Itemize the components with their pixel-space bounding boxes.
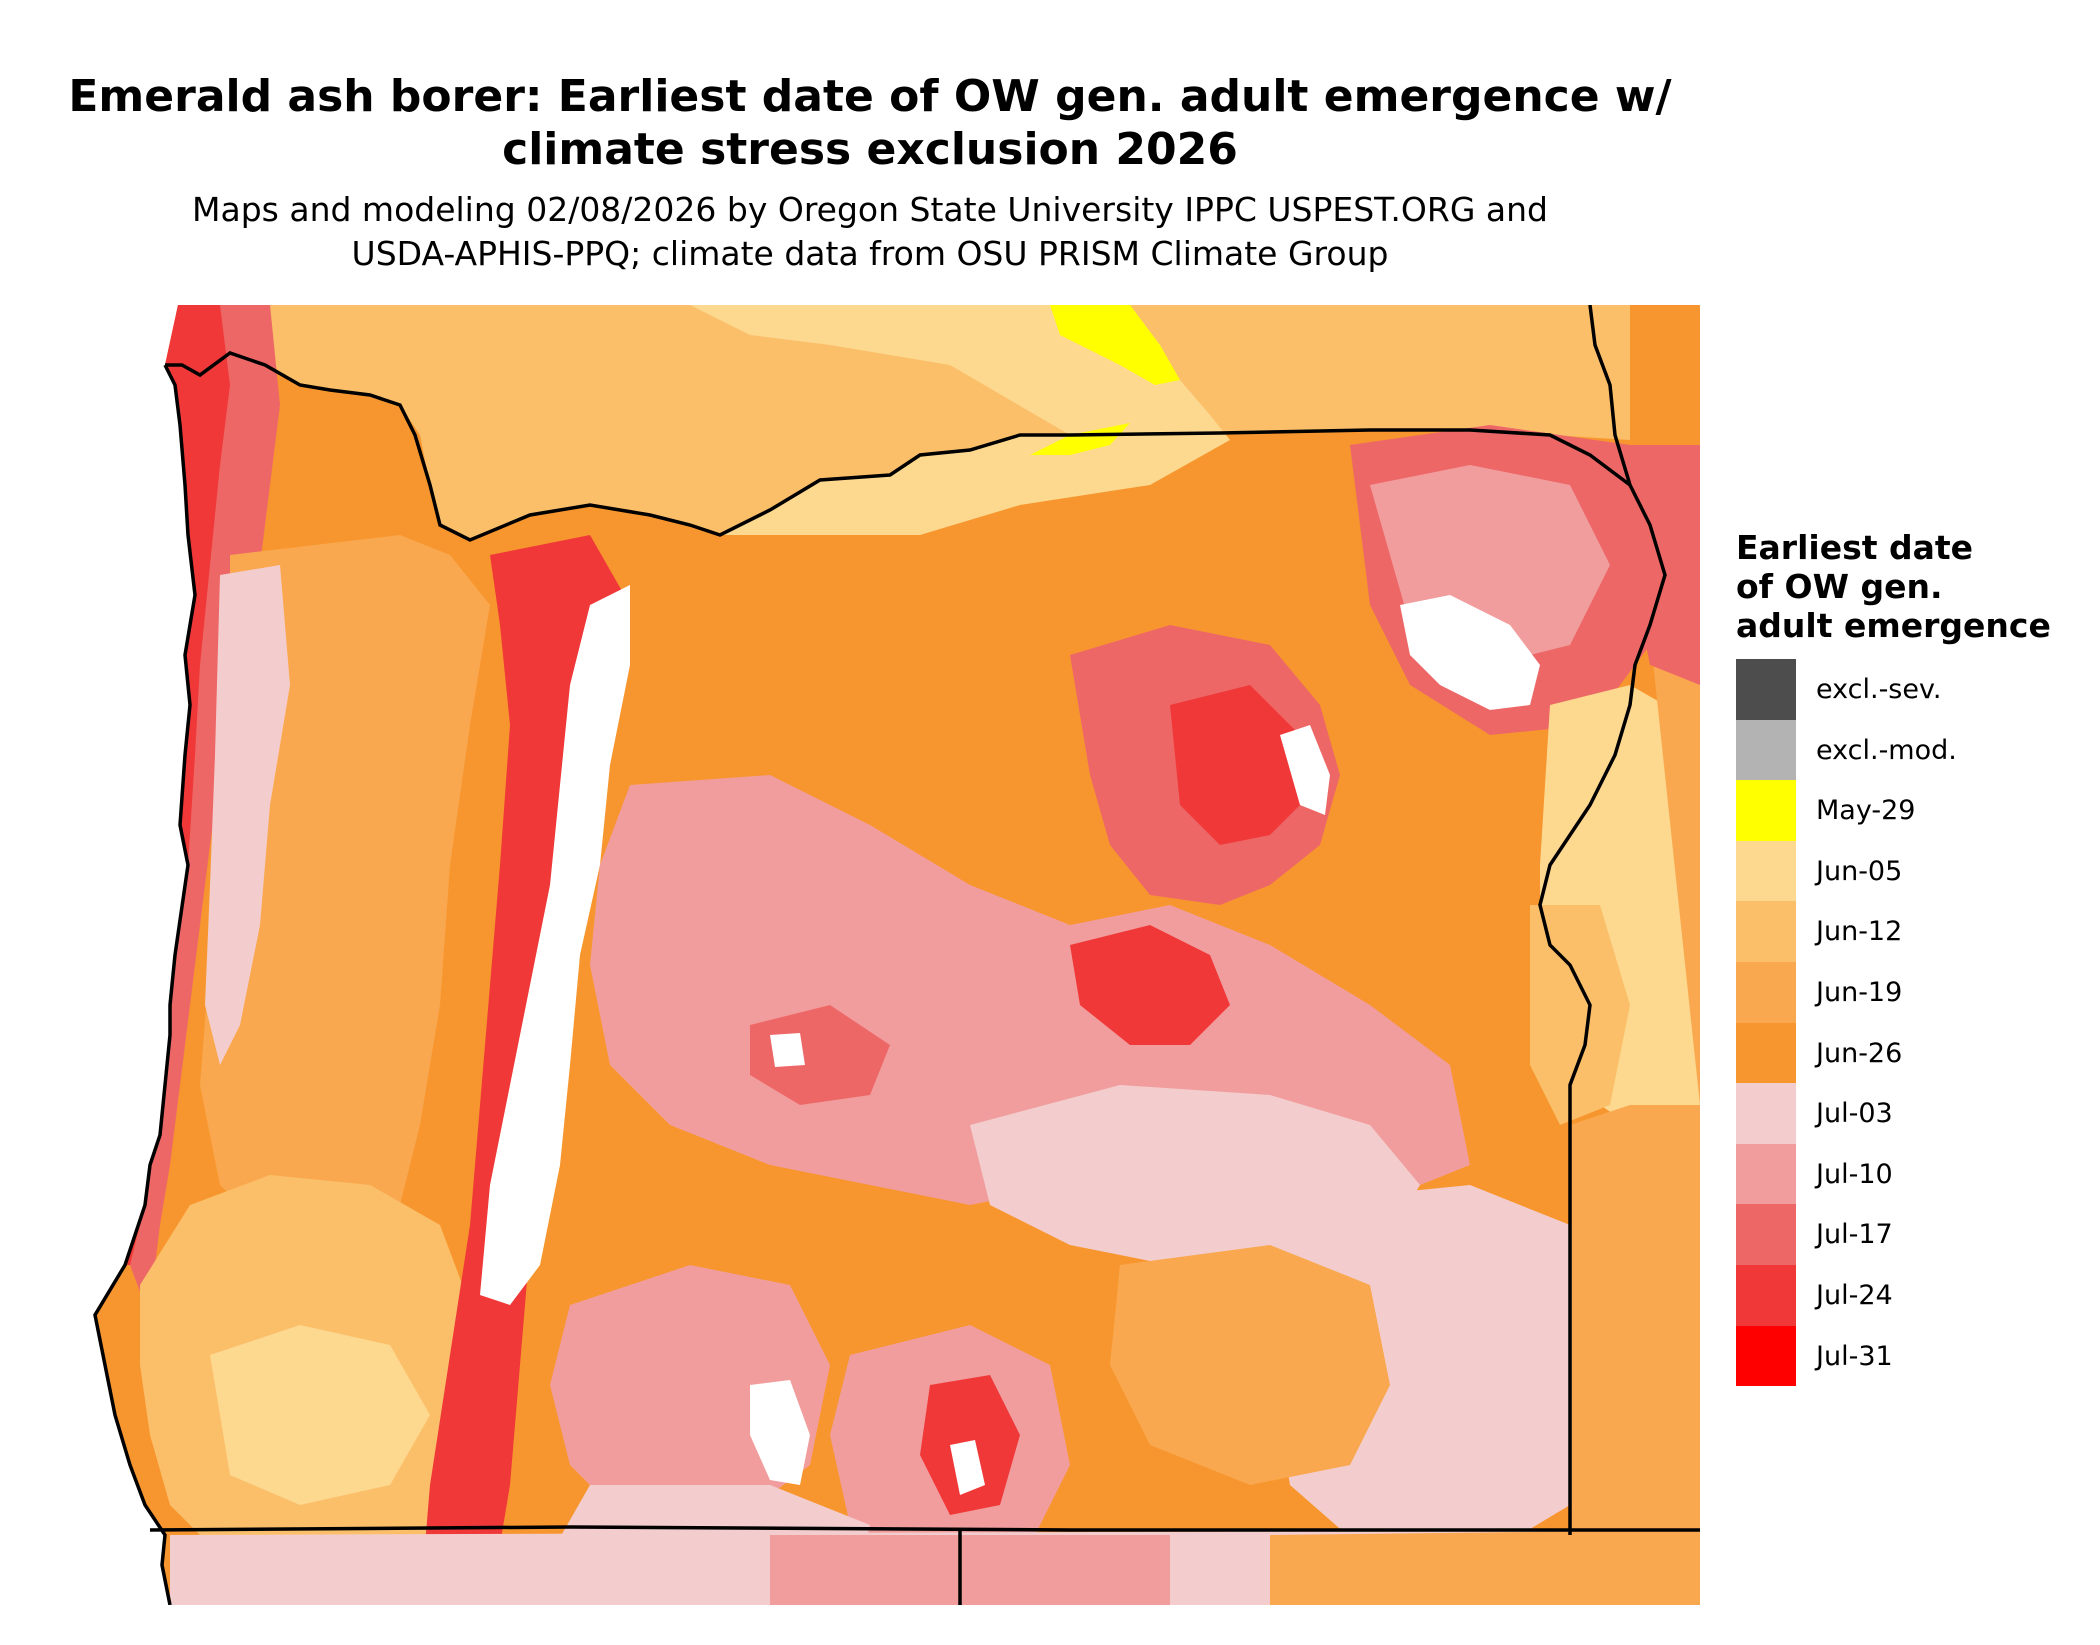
state-border-columbia-river bbox=[165, 351, 1632, 542]
idaho-red bbox=[1630, 445, 1700, 685]
legend-title-line-3: adult emergence bbox=[1736, 606, 2051, 645]
central-red-zone bbox=[1070, 925, 1230, 1045]
legend-label: May-29 bbox=[1816, 795, 1916, 827]
legend-item: Jul-24 bbox=[1736, 1264, 2076, 1326]
legend-items: excl.-sev. excl.-mod. May-29 Jun-05 Jun-12 Ju… bbox=[1736, 659, 2076, 1387]
legend-label: Jul-10 bbox=[1816, 1158, 1893, 1190]
legend-item: excl.-mod. bbox=[1736, 719, 2076, 781]
idaho-region bbox=[1570, 445, 1700, 1605]
legend-item: Jun-26 bbox=[1736, 1022, 2076, 1084]
map-panel bbox=[70, 305, 1700, 1605]
snake-river-orange bbox=[1530, 905, 1630, 1125]
legend-item: Jul-10 bbox=[1736, 1143, 2076, 1205]
southern-strip-red bbox=[770, 1535, 1170, 1605]
southcentral-snow bbox=[750, 1380, 810, 1485]
coast-range-pink bbox=[205, 565, 290, 1065]
central-white-patch bbox=[770, 1033, 805, 1067]
subtitle-line-2: USDA-APHIS-PPQ; climate data from OSU PR… bbox=[351, 234, 1389, 273]
southeast-snow bbox=[950, 1440, 985, 1495]
legend-swatch bbox=[1736, 1325, 1796, 1387]
map-title: Emerald ash borer: Earliest date of OW g… bbox=[0, 70, 1740, 176]
legend-label: Jul-03 bbox=[1816, 1098, 1893, 1130]
legend-label: Jul-24 bbox=[1816, 1279, 1893, 1311]
columbia-basin-zone bbox=[690, 305, 1230, 535]
blue-mountains-core bbox=[1170, 685, 1310, 845]
blue-mountains-snow bbox=[1280, 725, 1330, 815]
title-line-2: climate stress exclusion 2026 bbox=[502, 124, 1238, 175]
legend-swatch bbox=[1736, 1143, 1796, 1205]
coastline bbox=[93, 364, 197, 1605]
legend-swatch bbox=[1736, 961, 1796, 1023]
may29-hotspot bbox=[1050, 305, 1180, 385]
legend-label: excl.-sev. bbox=[1816, 674, 1942, 705]
map-legend: Earliest date of OW gen. adult emergence… bbox=[1736, 528, 2076, 1387]
title-line-1: Emerald ash borer: Earliest date of OW g… bbox=[68, 71, 1672, 122]
subtitle-line-1: Maps and modeling 02/08/2026 by Oregon S… bbox=[192, 190, 1548, 229]
legend-swatch bbox=[1736, 1083, 1796, 1144]
legend-swatch bbox=[1736, 1204, 1796, 1265]
cascades-snow bbox=[480, 585, 630, 1305]
legend-item: Jul-31 bbox=[1736, 1325, 2076, 1387]
state-border-south bbox=[149, 1525, 1700, 1532]
legend-title-line-1: Earliest date bbox=[1736, 528, 1974, 567]
legend-label: Jun-19 bbox=[1816, 976, 1903, 1008]
legend-swatch bbox=[1736, 1022, 1796, 1084]
legend-label: excl.-mod. bbox=[1816, 734, 1957, 766]
legend-label: Jul-31 bbox=[1816, 1340, 1893, 1372]
legend-item: Jun-12 bbox=[1736, 901, 2076, 962]
legend-label: Jun-26 bbox=[1816, 1037, 1903, 1069]
legend-title: Earliest date of OW gen. adult emergence bbox=[1736, 528, 2076, 645]
legend-title-line-2: of OW gen. bbox=[1736, 567, 1943, 606]
legend-item: May-29 bbox=[1736, 780, 2076, 841]
legend-label: Jun-12 bbox=[1816, 916, 1903, 948]
legend-swatch bbox=[1736, 1264, 1796, 1326]
legend-swatch bbox=[1736, 840, 1796, 902]
may29-strip bbox=[1030, 423, 1130, 455]
washington-region bbox=[178, 305, 1630, 540]
southwest-light bbox=[210, 1325, 430, 1505]
coastal-band-core bbox=[125, 305, 230, 1265]
map-subtitle: Maps and modeling 02/08/2026 by Oregon S… bbox=[0, 188, 1740, 276]
southeast-orange bbox=[1110, 1245, 1390, 1485]
legend-item: Jul-03 bbox=[1736, 1083, 2076, 1144]
legend-label: Jun-05 bbox=[1816, 855, 1903, 887]
legend-item: Jul-17 bbox=[1736, 1204, 2076, 1265]
legend-swatch bbox=[1736, 780, 1796, 841]
legend-item: Jun-19 bbox=[1736, 961, 2076, 1023]
central-red-zone-2 bbox=[750, 1005, 890, 1105]
legend-swatch bbox=[1736, 719, 1796, 781]
legend-item: excl.-sev. bbox=[1736, 659, 2076, 720]
legend-item: Jun-05 bbox=[1736, 840, 2076, 902]
wallowa-snow bbox=[1400, 595, 1540, 710]
legend-swatch bbox=[1736, 901, 1796, 962]
legend-swatch bbox=[1736, 659, 1796, 720]
oregon-emergence-map bbox=[70, 305, 1700, 1605]
southcentral-pink bbox=[550, 1265, 830, 1525]
legend-label: Jul-17 bbox=[1816, 1219, 1893, 1251]
state-border-snake-river bbox=[1538, 305, 1667, 1535]
